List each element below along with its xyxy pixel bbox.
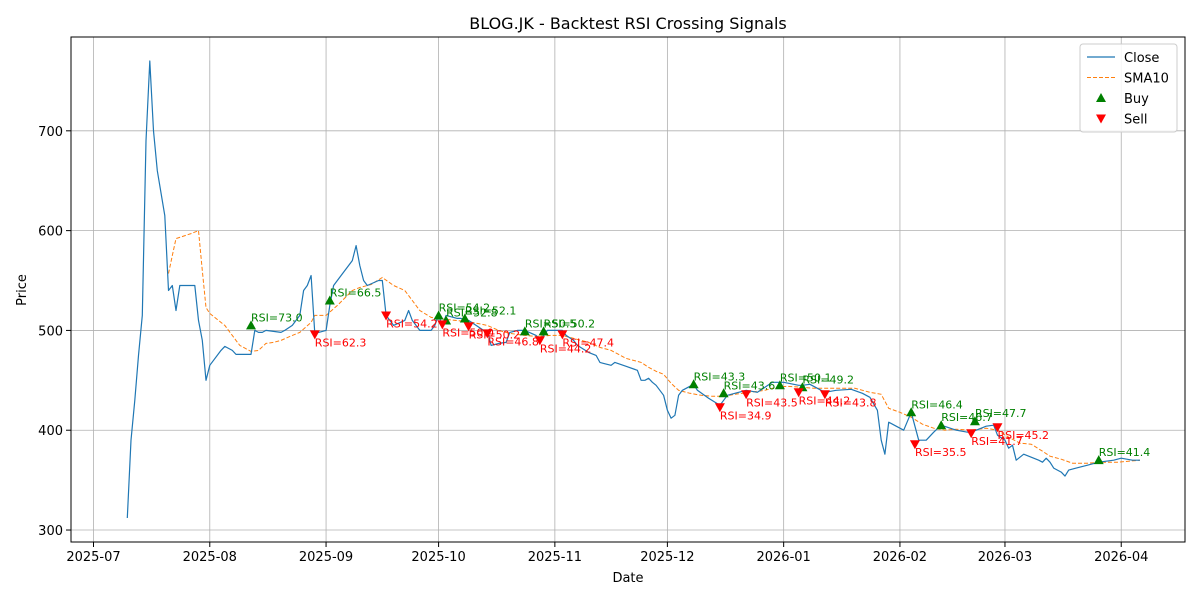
legend-sell-swatch <box>1096 114 1106 124</box>
buy-marker <box>519 326 530 336</box>
buy-rsi-label: RSI=41.4 <box>1099 446 1151 459</box>
buy-rsi-label: RSI=66.5 <box>330 286 382 299</box>
x-tick-label: 2026-04 <box>1094 550 1148 565</box>
sell-rsi-label: RSI=34.9 <box>720 409 772 422</box>
sell-rsi-label: RSI=43.5 <box>746 396 798 409</box>
x-tick-label: 2026-01 <box>756 550 810 565</box>
sell-rsi-label: RSI=35.5 <box>915 446 967 459</box>
buy-marker <box>906 407 917 417</box>
sell-rsi-label: RSI=50.2 <box>469 328 521 341</box>
signal-markers <box>246 295 1104 465</box>
sell-marker <box>437 320 448 330</box>
x-tick-label: 2026-03 <box>978 550 1032 565</box>
legend-label-sma: SMA10 <box>1124 72 1169 87</box>
buy-rsi-label: RSI=52.8 <box>446 306 498 319</box>
sell-marker <box>909 440 920 450</box>
y-tick-label: 600 <box>38 225 63 240</box>
x-axis-label: Date <box>612 571 643 586</box>
buy-marker <box>538 326 549 336</box>
buy-rsi-label: RSI=46.7 <box>941 411 993 424</box>
legend-label-buy: Buy <box>1124 92 1149 107</box>
sma10-series <box>168 229 1141 464</box>
sma10-line <box>168 229 1141 464</box>
buy-marker <box>774 380 785 390</box>
x-tick-label: 2025-08 <box>183 550 237 565</box>
buy-rsi-label: RSI=43.6 <box>724 379 776 392</box>
close-series <box>126 60 1140 519</box>
sell-marker <box>714 403 725 413</box>
sell-marker <box>557 330 568 340</box>
x-tick-label: 2025-11 <box>528 550 582 565</box>
y-tick-label: 400 <box>38 424 63 439</box>
sell-marker <box>381 311 392 321</box>
sell-rsi-label: RSI=41.7 <box>971 435 1023 448</box>
buy-marker <box>459 313 470 323</box>
buy-rsi-label: RSI=47.7 <box>975 407 1027 420</box>
signal-annotations: RSI=73.0RSI=66.5RSI=54.2RSI=52.8RSI=52.1… <box>251 286 1150 459</box>
chart-title: BLOG.JK - Backtest RSI Crossing Signals <box>469 14 786 33</box>
buy-rsi-label: RSI=73.0 <box>251 311 303 324</box>
buy-marker <box>433 310 444 320</box>
sell-rsi-label: RSI=44.2 <box>799 394 851 407</box>
sell-marker <box>819 390 830 400</box>
y-tick-label: 500 <box>38 324 63 339</box>
buy-marker <box>246 320 257 330</box>
buy-marker <box>688 379 699 389</box>
legend-label-sell: Sell <box>1124 113 1147 128</box>
y-tick-label: 700 <box>38 125 63 140</box>
x-axis: 2025-07 2025-08 2025-09 2025-10 2025-11 2025-… <box>66 542 1148 565</box>
legend-box <box>1079 43 1178 133</box>
buy-marker <box>936 420 947 430</box>
legend-buy-swatch <box>1096 93 1106 102</box>
sell-rsi-label: RSI=44.2 <box>540 342 592 355</box>
buy-rsi-label: RSI=50.5 <box>525 317 577 330</box>
close-line <box>126 60 1140 519</box>
buy-rsi-label: RSI=50.1 <box>780 371 832 384</box>
buy-marker <box>969 416 980 426</box>
sell-rsi-label: RSI=62.3 <box>315 336 367 349</box>
sell-marker <box>741 390 752 400</box>
sell-rsi-label: RSI=50.0 <box>442 326 494 339</box>
sell-rsi-label: RSI=43.8 <box>825 396 877 409</box>
buy-rsi-label: RSI=50.2 <box>544 317 596 330</box>
y-axis-label: Price <box>15 274 30 306</box>
sell-rsi-label: RSI=45.2 <box>997 429 1049 442</box>
buy-rsi-label: RSI=43.3 <box>694 370 746 383</box>
y-tick-label: 300 <box>38 524 63 539</box>
sell-marker <box>966 429 977 439</box>
sell-marker <box>463 322 474 332</box>
x-tick-label: 2025-07 <box>66 550 120 565</box>
x-tick-label: 2025-10 <box>411 550 465 565</box>
buy-marker <box>324 295 335 305</box>
x-tick-label: 2026-02 <box>873 550 927 565</box>
sell-rsi-label: RSI=54.2 <box>386 317 438 330</box>
sell-marker <box>534 336 545 346</box>
sell-rsi-label: RSI=46.8 <box>487 335 539 348</box>
sell-marker <box>482 329 493 339</box>
sell-marker <box>992 423 1003 433</box>
buy-rsi-label: RSI=49.2 <box>802 373 854 386</box>
legend-label-close: Close <box>1124 51 1159 66</box>
buy-rsi-label: RSI=46.4 <box>911 398 963 411</box>
y-axis: 300 400 500 600 700 <box>38 125 71 539</box>
sell-marker <box>793 388 804 398</box>
sell-marker <box>309 330 320 340</box>
grid <box>71 37 1185 542</box>
buy-marker <box>1093 455 1104 465</box>
buy-marker <box>718 388 729 398</box>
legend: Close SMA10 Buy Sell <box>1079 43 1178 133</box>
x-tick-label: 2025-12 <box>640 550 694 565</box>
buy-rsi-label: RSI=52.1 <box>465 304 517 317</box>
plot-frame <box>70 36 1186 543</box>
buy-rsi-label: RSI=54.2 <box>439 301 491 314</box>
x-tick-label: 2025-09 <box>299 550 353 565</box>
sell-rsi-label: RSI=47.4 <box>562 336 614 349</box>
